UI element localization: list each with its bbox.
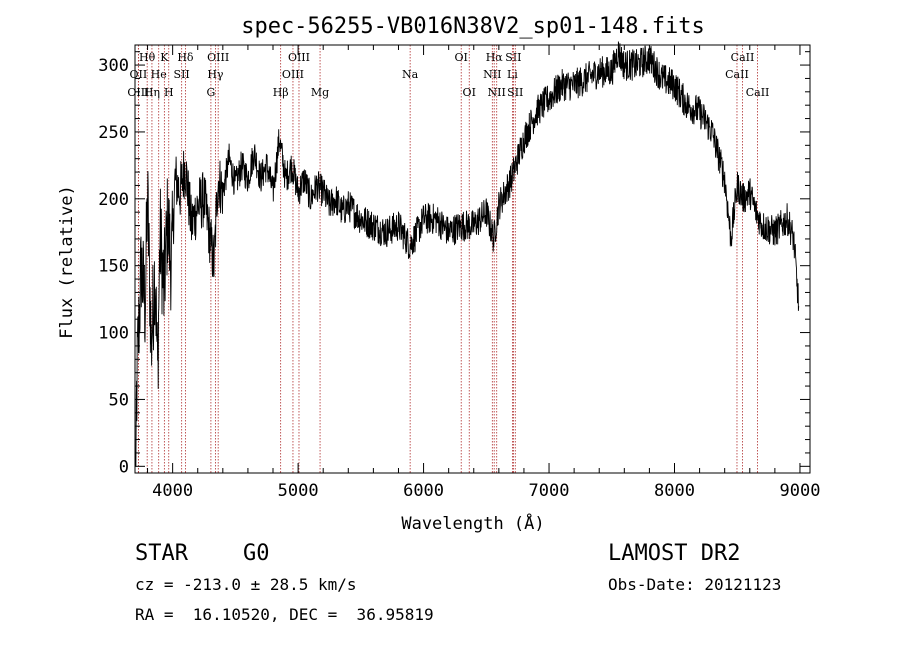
chart-title: spec-56255-VB016N38V2_sp01-148.fits bbox=[241, 14, 705, 39]
spectral-line-label-21: NII bbox=[483, 68, 501, 81]
x-tick-label-3: 7000 bbox=[529, 481, 570, 501]
x-tick-label-5: 9000 bbox=[779, 481, 820, 501]
object-class: STAR bbox=[135, 541, 188, 566]
spectral-line-label-20: SII bbox=[505, 51, 521, 64]
sky-coordinates: RA = 16.10520, DEC = 36.95819 bbox=[135, 605, 434, 624]
spectral-line-label-3: He bbox=[151, 68, 167, 81]
axis-ticks: 4000 5000 6000 7000 8000 9000 0 50 100 150 200 250 3… bbox=[98, 45, 820, 501]
plot-frame bbox=[134, 44, 811, 474]
survey-name: LAMOST DR2 bbox=[608, 541, 741, 566]
x-tick-label-0: 4000 bbox=[152, 481, 193, 501]
y-tick-label-2: 100 bbox=[98, 324, 129, 344]
y-tick-label-0: 0 bbox=[119, 457, 129, 477]
y-axis-label: Flux (relative) bbox=[57, 185, 77, 339]
spectral-line-label-26: CaII bbox=[725, 68, 749, 81]
object-subclass: G0 bbox=[243, 541, 270, 566]
spectral-line-label-23: NII bbox=[488, 86, 506, 99]
spectral-line-label-10: Hγ bbox=[207, 68, 224, 81]
x-tick-label-4: 8000 bbox=[654, 481, 695, 501]
spectral-line-label-8: Hδ bbox=[177, 51, 194, 64]
y-tick-label-4: 200 bbox=[98, 190, 129, 210]
spectral-line-label-1: OII bbox=[130, 68, 148, 81]
x-axis-label: Wavelength (Å) bbox=[401, 512, 544, 534]
y-tick-label-6: 300 bbox=[98, 56, 129, 76]
redshift-velocity: cz = -213.0 ± 28.5 km/s bbox=[135, 575, 357, 594]
spectral-line-label-11: G bbox=[207, 86, 216, 99]
y-tick-label-1: 50 bbox=[109, 390, 129, 410]
observation-date: Obs-Date: 20121123 bbox=[608, 575, 782, 594]
spectral-line-label-0: Hθ bbox=[139, 51, 156, 64]
spectral-line-label-9: OIII bbox=[207, 51, 229, 64]
spectral-line-label-25: CaII bbox=[731, 51, 755, 64]
spectral-line-label-16: Na bbox=[402, 68, 419, 81]
spectral-line-label-7: H bbox=[164, 86, 174, 99]
spectral-line-label-15: Mg bbox=[311, 86, 329, 99]
spectral-line-label-6: SII bbox=[174, 68, 190, 81]
spectral-line-label-22: Li bbox=[507, 68, 518, 81]
x-tick-label-1: 5000 bbox=[278, 481, 319, 501]
spectral-line-label-12: Hβ bbox=[273, 86, 289, 99]
spectral-line-label-13: OIII bbox=[288, 51, 310, 64]
y-tick-label-3: 150 bbox=[98, 257, 129, 277]
x-tick-label-2: 6000 bbox=[403, 481, 444, 501]
spectral-line-label-27: CaII bbox=[746, 86, 770, 99]
y-tick-label-5: 250 bbox=[98, 123, 129, 143]
spectral-line-label-5: K bbox=[160, 51, 169, 64]
spectral-line-label-17: OI bbox=[455, 51, 468, 64]
spectrum-line bbox=[135, 41, 800, 467]
spectral-line-label-18: OI bbox=[463, 86, 476, 99]
spectral-line-label-24: SII bbox=[507, 86, 523, 99]
spectral-line-label-14: OIII bbox=[282, 68, 304, 81]
spectral-line-label-2: OIII bbox=[127, 86, 149, 99]
spectral-line-label-19: Hα bbox=[486, 51, 504, 64]
series-layer bbox=[135, 41, 800, 467]
spectral-line-label-4: Hη bbox=[144, 86, 160, 99]
